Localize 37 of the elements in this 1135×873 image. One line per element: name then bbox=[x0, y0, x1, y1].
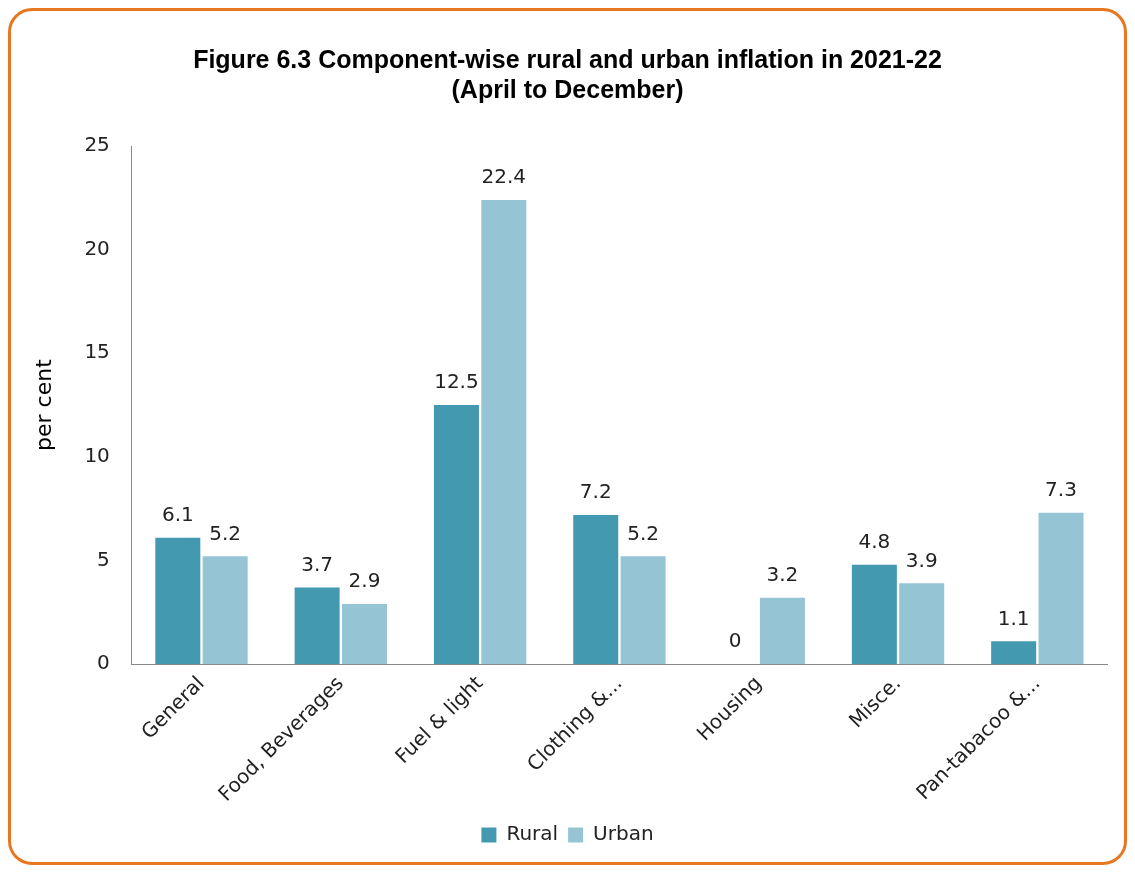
bar bbox=[851, 564, 897, 665]
bar bbox=[155, 537, 201, 665]
y-tick-label: 15 bbox=[84, 339, 110, 364]
bar bbox=[341, 604, 387, 665]
data-label: 5.2 bbox=[209, 520, 242, 545]
bar bbox=[481, 199, 527, 665]
y-tick-label: 5 bbox=[97, 546, 110, 571]
data-label: 7.2 bbox=[579, 479, 612, 504]
legend-label: Rural bbox=[506, 821, 559, 846]
data-label: 0 bbox=[728, 628, 742, 653]
data-label: 5.2 bbox=[627, 520, 660, 545]
chart-title: Figure 6.3 Component-wise rural and urban inflation in 2021-22 (April to December) bbox=[193, 44, 942, 103]
data-label: 3.9 bbox=[905, 547, 938, 572]
data-label: 2.9 bbox=[348, 568, 381, 593]
data-label: 12.5 bbox=[434, 369, 479, 394]
y-axis-title: per cent bbox=[30, 358, 56, 451]
data-label: 6.1 bbox=[161, 501, 194, 526]
bar bbox=[294, 587, 340, 665]
data-label: 4.8 bbox=[858, 528, 891, 553]
bar bbox=[573, 514, 619, 665]
data-label: 1.1 bbox=[997, 605, 1030, 630]
data-label: 22.4 bbox=[481, 164, 527, 189]
data-label: 7.3 bbox=[1045, 477, 1077, 502]
bar bbox=[759, 597, 805, 665]
bar bbox=[202, 556, 248, 665]
y-tick-label: 25 bbox=[84, 132, 110, 157]
bar bbox=[899, 583, 945, 665]
data-label: 3.2 bbox=[766, 562, 799, 587]
y-tick-label: 10 bbox=[84, 443, 110, 468]
bar bbox=[620, 556, 666, 665]
bar bbox=[433, 405, 479, 665]
y-tick-label: 0 bbox=[97, 650, 110, 675]
bar bbox=[1038, 512, 1084, 665]
data-label: 3.7 bbox=[301, 551, 334, 576]
bar bbox=[991, 641, 1037, 665]
legend-label: Urban bbox=[593, 821, 654, 846]
y-tick-label: 20 bbox=[84, 235, 110, 260]
